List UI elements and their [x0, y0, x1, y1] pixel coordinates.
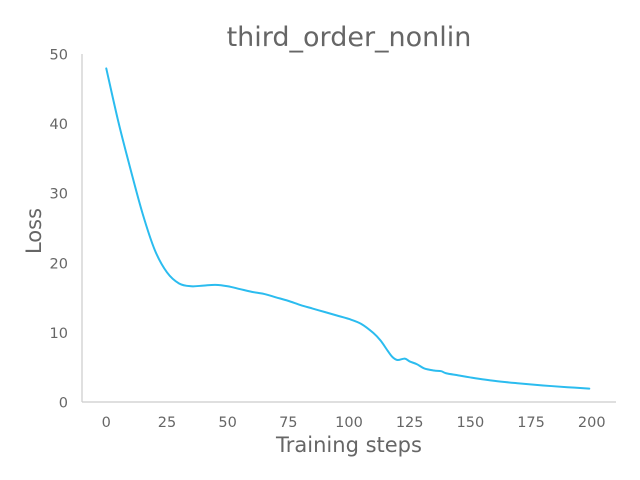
- y-tick-label: 20: [50, 256, 68, 272]
- x-axis-ticks: 0 25 50 75 100 125 150 175 200: [102, 415, 606, 431]
- y-axis-ticks: 0 10 20 30 40 50: [50, 48, 68, 412]
- x-tick-label: 125: [396, 415, 424, 431]
- x-tick-label: 50: [218, 415, 236, 431]
- chart-title: third_order_nonlin: [227, 22, 472, 53]
- y-tick-label: 10: [50, 326, 68, 342]
- y-tick-label: 50: [50, 48, 68, 64]
- x-axis-label: Training steps: [275, 433, 422, 457]
- y-tick-label: 40: [50, 117, 68, 133]
- x-tick-label: 200: [578, 415, 606, 431]
- y-tick-label: 0: [59, 396, 68, 412]
- y-tick-label: 30: [50, 187, 68, 203]
- x-tick-label: 150: [457, 415, 485, 431]
- series-layer: [105, 67, 591, 390]
- y-axis-label: Loss: [22, 208, 46, 254]
- x-tick-label: 0: [102, 415, 111, 431]
- x-tick-label: 75: [279, 415, 297, 431]
- loss-line: [105, 67, 591, 390]
- x-tick-label: 25: [158, 415, 176, 431]
- x-tick-label: 100: [335, 415, 363, 431]
- x-tick-label: 175: [517, 415, 545, 431]
